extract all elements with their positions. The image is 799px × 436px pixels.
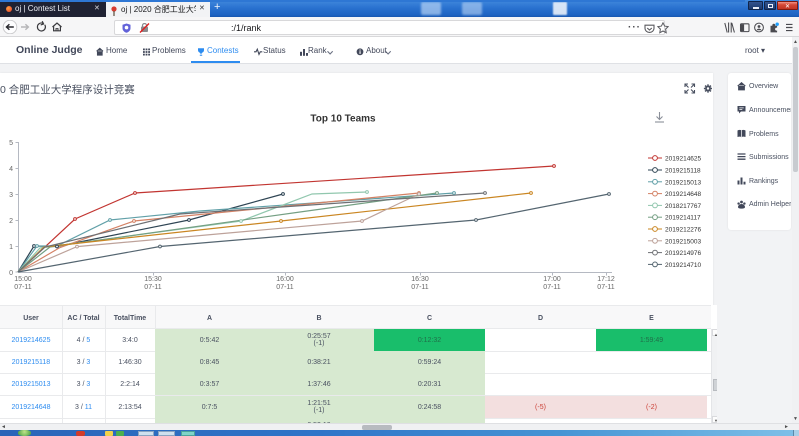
svg-text:2: 2: [9, 218, 13, 225]
svg-text:16:30: 16:30: [411, 276, 429, 283]
svg-text:07-11: 07-11: [14, 284, 31, 291]
svg-text:07-11: 07-11: [276, 284, 293, 291]
svg-text:07-11: 07-11: [543, 284, 560, 291]
svg-text:2018217767: 2018217767: [665, 203, 702, 210]
svg-text:17:12: 17:12: [597, 276, 615, 283]
svg-text:15:00: 15:00: [14, 276, 32, 283]
svg-text:4: 4: [9, 166, 13, 173]
svg-text:17:00: 17:00: [543, 276, 561, 283]
svg-text:1: 1: [9, 244, 13, 251]
svg-text:2019215118: 2019215118: [665, 168, 701, 175]
svg-text:16:00: 16:00: [276, 276, 294, 283]
svg-text:15:30: 15:30: [144, 276, 162, 283]
svg-text:2019215013: 2019215013: [665, 179, 702, 186]
svg-text:3: 3: [9, 192, 13, 199]
svg-text:07-11: 07-11: [597, 284, 614, 291]
svg-text:5: 5: [9, 140, 13, 147]
svg-text:2019214648: 2019214648: [665, 191, 702, 198]
svg-text:2019214117: 2019214117: [665, 215, 701, 222]
svg-text:Top 10 Teams: Top 10 Teams: [310, 114, 376, 125]
svg-text:2019214625: 2019214625: [665, 156, 702, 163]
svg-text:2019214710: 2019214710: [665, 262, 702, 269]
svg-text:0: 0: [9, 270, 13, 277]
svg-text:2019212276: 2019212276: [665, 227, 702, 234]
svg-text:2019214976: 2019214976: [665, 250, 702, 257]
svg-text:2019215003: 2019215003: [665, 238, 702, 245]
svg-text:07-11: 07-11: [411, 284, 428, 291]
svg-text:07-11: 07-11: [144, 284, 161, 291]
